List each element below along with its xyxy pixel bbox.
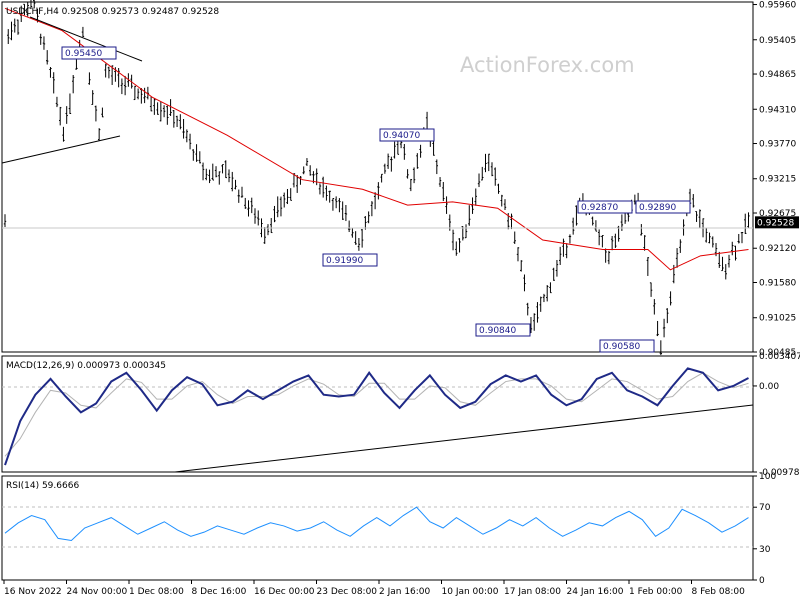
price-yaxis: 0.95960 0.95405 0.94865 0.94310 0.93770 0.932…: [753, 1, 799, 358]
macd-main-line: [4, 367, 749, 466]
price-annotation-box: [322, 253, 378, 267]
price-annotation-box: [475, 323, 531, 337]
rsi-title: RSI(14) 59.6666: [6, 481, 79, 491]
price-annotations: 0.95450 0.94070 0.91990 0.92870 0.92890 0.908…: [61, 46, 691, 353]
rsi-tick-label: 70: [759, 503, 771, 513]
price-tick-label: 0.91025: [759, 314, 796, 324]
x-tick-label: 8 Dec 16:00: [192, 587, 247, 597]
rsi-tick-label: 0: [759, 576, 765, 586]
rsi-tick-label: 30: [759, 545, 771, 555]
macd-tick-label: -0.009789: [759, 468, 800, 478]
x-axis: 16 Nov 2022 24 Nov 00:00 1 Dec 08:00 8 Dec …: [3, 580, 746, 597]
price-tick-label: 0.92120: [759, 244, 796, 254]
price-tick-label: 0.92675: [759, 209, 796, 219]
wedge-lower-line: [1, 135, 121, 164]
x-tick-label: 16 Nov 2022: [4, 587, 62, 597]
rsi-yaxis: 100 70 30 0: [753, 472, 776, 586]
price-annotation-label: 0.92870: [581, 203, 618, 213]
x-tick-label: 24 Nov 00:00: [67, 587, 128, 597]
x-tick-label: 23 Dec 08:00: [317, 587, 378, 597]
x-tick-label: 24 Jan 16:00: [567, 587, 624, 597]
rsi-panel: RSI(14) 59.6666 100 70 30 0: [1, 472, 776, 586]
price-tick-label: 0.93770: [759, 140, 796, 150]
price-annotation-label: 0.94070: [383, 131, 420, 141]
price-annotation-box: [599, 339, 655, 353]
watermark: ActionForex.com: [460, 53, 635, 77]
price-annotation-box: [635, 200, 691, 214]
x-tick-label: 1 Dec 08:00: [129, 587, 184, 597]
ma-line: [4, 7, 749, 271]
price-annotation-box: [577, 200, 633, 214]
price-tick-label: 0.95960: [759, 1, 796, 11]
price-tick-label: 0.90485: [759, 348, 796, 358]
price-tick-label: 0.95405: [759, 36, 796, 46]
price-tick-label: 0.93215: [759, 175, 796, 185]
macd-panel: MACD(12,26,9) 0.000973 0.000345 0.003407…: [1, 352, 800, 478]
price-ohlc: [3, 0, 750, 356]
macd-tick-label: 0.003407: [759, 352, 800, 362]
wedge-upper-line: [29, 16, 143, 62]
price-annotation-label: 0.90840: [479, 326, 516, 336]
price-title: USDCHF,H4 0.92508 0.92573 0.92487 0.9252…: [6, 7, 219, 17]
macd-tick-label: 0.00: [759, 382, 779, 392]
price-tick-label: 0.94310: [759, 105, 796, 115]
price-annotation-box: [379, 128, 435, 142]
x-tick-label: 1 Feb 00:00: [629, 587, 683, 597]
rsi-line: [4, 506, 749, 542]
price-tick-label: 0.94865: [759, 70, 796, 80]
price-annotation-label: 0.91990: [326, 256, 363, 266]
price-panel: ActionForex.com 0.954500.940700.919900.9…: [1, 0, 799, 358]
price-annotation-label: 0.90580: [603, 342, 640, 352]
x-tick-label: 8 Feb 08:00: [692, 587, 746, 597]
price-panel-frame: [1, 1, 754, 353]
macd-panel-frame: [1, 355, 754, 473]
x-tick-label: 2 Jan 16:00: [379, 587, 431, 597]
rsi-tick-label: 100: [759, 472, 776, 482]
x-tick-label: 17 Jan 08:00: [504, 587, 561, 597]
price-tick-label: 0.91580: [759, 279, 796, 289]
rsi-panel-frame: [1, 475, 754, 581]
x-tick-label: 16 Dec 00:00: [254, 587, 315, 597]
macd-trendline: [174, 404, 754, 473]
x-tick-label: 10 Jan 00:00: [442, 587, 499, 597]
price-annotation-label: 0.92890: [639, 203, 676, 213]
price-annotation-label: 0.95450: [65, 49, 102, 59]
macd-yaxis: 0.003407 0.00 -0.009789: [753, 352, 800, 478]
current-price-label: 0.92528: [757, 218, 794, 228]
macd-title: MACD(12,26,9) 0.000973 0.000345: [6, 361, 166, 371]
price-annotation-box: [61, 46, 117, 60]
